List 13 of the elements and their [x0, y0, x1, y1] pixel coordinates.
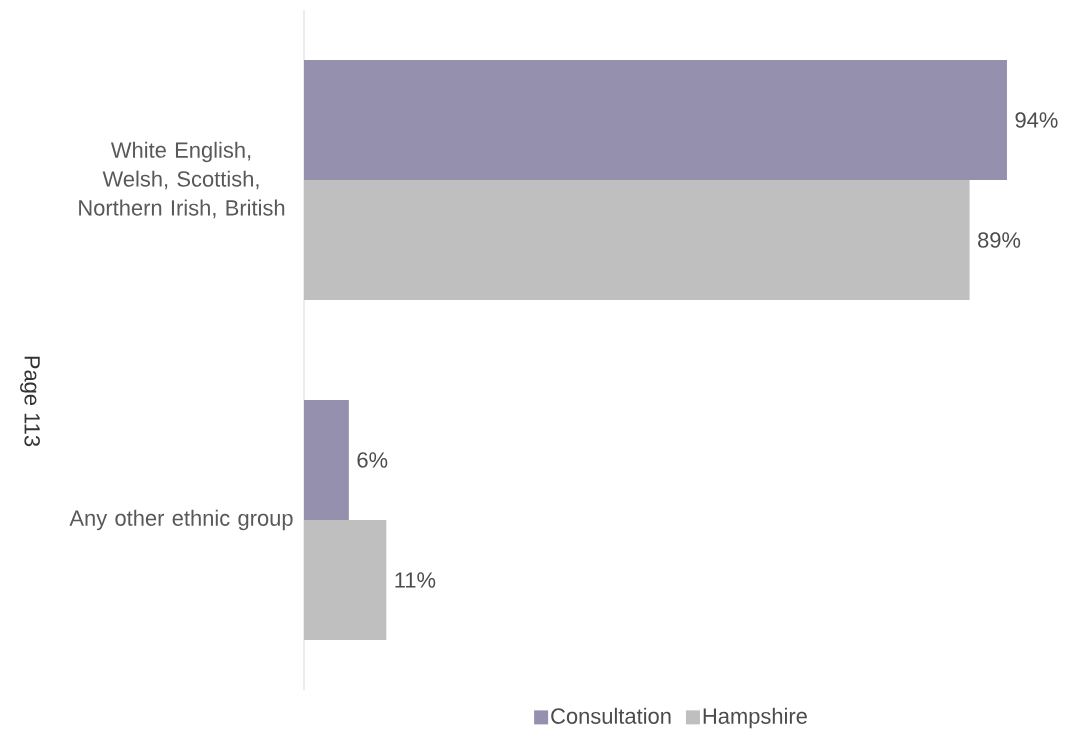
data-label: 94%: [1015, 112, 1058, 128]
y-tick-label: Any other ethnic group: [69, 509, 293, 531]
bar: [304, 519, 387, 641]
data-label: 11%: [395, 572, 436, 588]
bar: [304, 59, 1007, 180]
y-tick-label: White English, Welsh, Scottish, Northern Irish, British: [79, 141, 285, 219]
legend-label: Consultation: [551, 707, 671, 724]
data-label: 6%: [357, 452, 388, 468]
legend-label: Hampshire: [703, 707, 807, 729]
data-label: 89%: [978, 232, 1021, 248]
bar: [304, 399, 349, 520]
text: Page 113: [20, 356, 40, 447]
bar: [304, 179, 970, 301]
